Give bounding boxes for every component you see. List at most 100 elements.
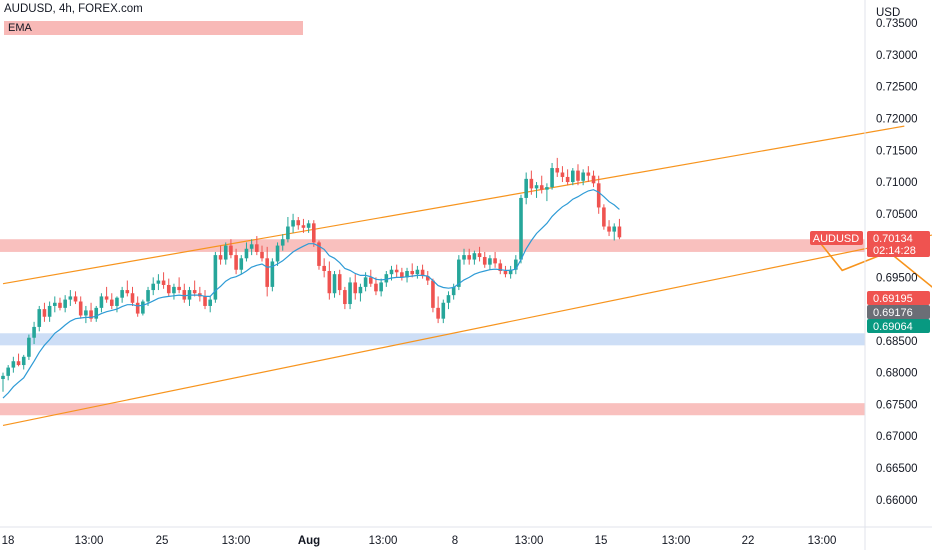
- candle-body: [312, 223, 316, 243]
- candle: [239, 255, 244, 275]
- candle: [519, 194, 523, 264]
- candle: [141, 299, 145, 316]
- zone-support-1: [0, 333, 865, 346]
- candle-body: [358, 286, 363, 294]
- candle-body: [182, 290, 187, 300]
- candle-body: [249, 244, 254, 249]
- candle-body: [104, 296, 109, 300]
- candle-body: [472, 253, 477, 260]
- candle: [379, 278, 383, 297]
- candles-layer: [1, 157, 622, 392]
- candle: [16, 353, 21, 367]
- price-tick-label: 0.68500: [876, 336, 918, 348]
- candle: [208, 296, 212, 313]
- candle-body: [322, 265, 326, 271]
- candle: [63, 295, 67, 313]
- candle: [130, 286, 135, 306]
- candle: [1, 372, 5, 392]
- candle-body: [27, 337, 31, 357]
- candle: [291, 213, 295, 233]
- candle: [420, 264, 425, 279]
- candle-body: [11, 361, 16, 368]
- candle: [89, 302, 93, 322]
- candle: [280, 234, 285, 251]
- time-tick-label: Aug: [298, 535, 320, 547]
- candle-body: [534, 185, 539, 189]
- candle-body: [47, 305, 52, 317]
- candle: [229, 239, 233, 259]
- candle: [596, 175, 601, 214]
- candle: [37, 305, 42, 332]
- candle: [265, 246, 269, 297]
- candle-body: [415, 269, 420, 275]
- candle-body: [125, 290, 130, 294]
- candle-body: [539, 185, 544, 190]
- candle-body: [343, 290, 347, 305]
- candle-body: [368, 277, 373, 284]
- candle-body: [348, 282, 352, 305]
- candle: [125, 280, 130, 297]
- candle: [312, 220, 316, 247]
- candle: [529, 170, 534, 195]
- candle: [286, 216, 290, 243]
- candle-body: [115, 297, 119, 306]
- candle: [84, 305, 88, 324]
- candle: [451, 283, 456, 300]
- candle: [394, 264, 399, 278]
- candle: [109, 293, 114, 310]
- candle: [368, 269, 373, 287]
- candle-body: [306, 223, 311, 228]
- candle: [405, 267, 409, 283]
- time-tick-label: 25: [156, 535, 169, 547]
- time-tick-label: 13:00: [808, 535, 837, 547]
- candle: [198, 286, 202, 302]
- candle: [156, 274, 161, 291]
- candle-body: [389, 269, 394, 275]
- time-tick-label: 15: [595, 535, 608, 547]
- candle: [203, 290, 207, 310]
- candle: [524, 172, 528, 205]
- candle-body: [384, 274, 389, 283]
- candle: [581, 169, 585, 186]
- candle: [431, 278, 435, 313]
- channel-layer: [2, 125, 932, 427]
- candle-body: [353, 282, 358, 294]
- candle: [21, 354, 26, 370]
- candle: [296, 216, 301, 230]
- candle-body: [6, 367, 10, 376]
- time-tick-label: 13:00: [222, 535, 251, 547]
- candle-body: [296, 220, 301, 226]
- candle: [560, 166, 565, 183]
- time-tick-label: 8: [452, 535, 458, 547]
- candle-body: [21, 356, 26, 366]
- candle-body: [89, 310, 93, 319]
- candle: [358, 283, 363, 302]
- indicator-label-ema[interactable]: EMA: [4, 21, 303, 35]
- candle-body: [265, 258, 269, 287]
- price-tick-label: 0.66000: [876, 495, 918, 507]
- price-scale[interactable]: 0.73500 0.73000 0.72500 0.72000 0.71500 0.710…: [876, 18, 918, 507]
- candle-body: [244, 248, 249, 259]
- candle: [301, 218, 306, 233]
- candle: [508, 265, 513, 279]
- candle-body: [617, 226, 622, 238]
- candle: [32, 321, 36, 345]
- candle-body: [135, 302, 140, 314]
- candle: [260, 245, 264, 262]
- candle: [348, 277, 352, 310]
- candle-body: [410, 271, 415, 275]
- candle-body: [560, 172, 565, 177]
- candle: [498, 259, 503, 275]
- time-tick-label: 18: [2, 535, 15, 547]
- candle-body: [477, 253, 482, 258]
- candle-body: [130, 293, 135, 303]
- candle-body: [565, 176, 570, 183]
- candle: [586, 166, 591, 183]
- candle: [192, 280, 197, 297]
- last-price: 0.70134: [873, 233, 913, 245]
- candle: [172, 283, 176, 300]
- time-axis[interactable]: 18 13:00 25 13:00 Aug 13:00 8 13:00 15 13:00 22 13:…: [2, 535, 837, 547]
- candle-body: [519, 197, 523, 260]
